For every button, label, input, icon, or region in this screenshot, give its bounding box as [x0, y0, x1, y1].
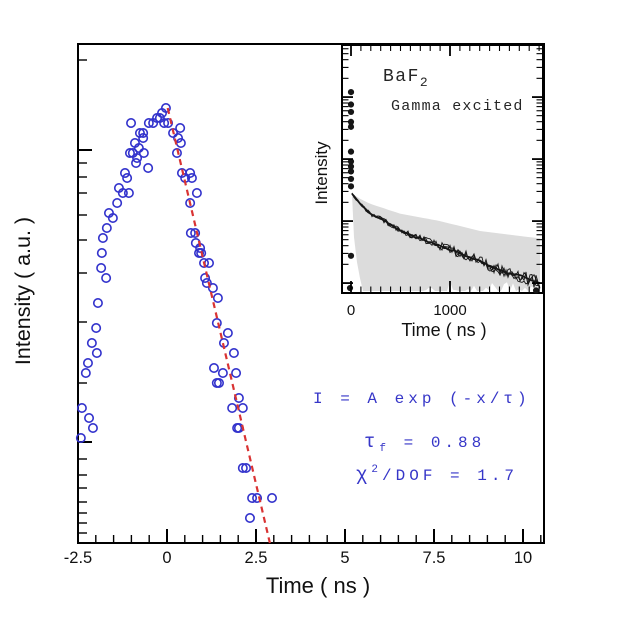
- fit-line: [166, 107, 271, 544]
- tau-symbol: τ: [364, 431, 379, 453]
- chi-symbol: χ: [356, 464, 371, 486]
- inset-plot: 0 1000: [341, 44, 544, 319]
- fit-chi2-value: χ2/DOF = 1.7: [356, 464, 518, 486]
- main-x-tick-labels: -2.5 0 2.5 5 7.5 10: [64, 549, 532, 567]
- fit-tau-value: τf = 0.88: [364, 431, 485, 455]
- inset-subtitle: Gamma excited: [391, 98, 524, 115]
- plot-render-root: -2.5 0 2.5 5 7.5 10 0 1000: [64, 43, 545, 567]
- inset-x-tick-labels: 0 1000: [347, 302, 467, 319]
- inset-y-axis-label: Intensity: [312, 141, 331, 205]
- inset-prompt-dots: [346, 89, 540, 294]
- chi-superscript: 2: [371, 464, 382, 476]
- inset-title-subscript: 2: [420, 75, 429, 90]
- main-x-axis-label: Time ( ns ): [266, 573, 370, 598]
- inset-title: BaF2: [383, 67, 429, 90]
- svg-text:0: 0: [347, 302, 355, 319]
- svg-text:10: 10: [514, 549, 532, 567]
- inset-decay-curve: [351, 192, 541, 289]
- inset-x-axis-label: Time ( ns ): [401, 320, 486, 340]
- svg-text:0: 0: [162, 549, 171, 567]
- main-axis-ticks: [77, 59, 542, 542]
- main-y-axis-label: Intensity ( a.u. ): [11, 217, 35, 365]
- svg-text:-2.5: -2.5: [64, 549, 92, 567]
- svg-text:7.5: 7.5: [423, 549, 446, 567]
- svg-text:1000: 1000: [433, 302, 466, 319]
- inset-title-main: BaF: [383, 67, 420, 87]
- svg-text:2.5: 2.5: [245, 549, 268, 567]
- chi-value: /DOF = 1.7: [382, 467, 518, 485]
- inset-axis-ticks: [343, 46, 542, 292]
- tau-value: = 0.88: [390, 434, 485, 452]
- svg-text:5: 5: [340, 549, 349, 567]
- fit-equation: I = A exp (-x/τ): [313, 390, 531, 408]
- tau-subscript: f: [379, 443, 390, 455]
